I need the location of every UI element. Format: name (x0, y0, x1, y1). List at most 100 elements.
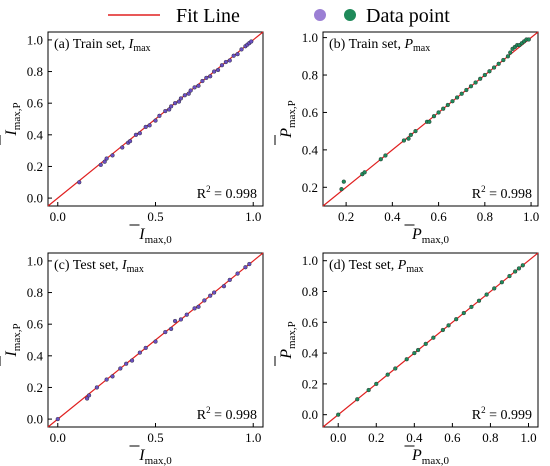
data-point (137, 350, 142, 355)
plot-frame (322, 31, 539, 207)
data-point (200, 78, 205, 84)
data-point (445, 102, 450, 108)
r2-annotation: R2 = 0.998 (197, 405, 257, 423)
data-point (487, 69, 492, 74)
data-point (223, 59, 228, 65)
data-point (374, 381, 379, 386)
data-point (137, 131, 142, 136)
y-tick-label: 0.4 (27, 127, 44, 142)
data-point (157, 113, 162, 118)
data-point (227, 58, 232, 63)
data-point (219, 63, 225, 68)
data-point (212, 290, 217, 295)
panels: 0.0 0.5 1.0 0.0 0.2 0.4 0.6 0.8 1.0 (a) Train set… (0, 30, 539, 466)
data-point (496, 61, 501, 66)
data-point (406, 136, 411, 141)
y-axis-label: Pmax,P (278, 100, 298, 139)
data-point (501, 57, 506, 63)
data-point (412, 350, 417, 356)
data-point (385, 372, 390, 377)
y-tick-label: 0.4 (302, 346, 319, 361)
data-point (408, 132, 413, 138)
panel-1: 0.2 0.4 0.6 0.8 1.0 0.2 0.4 0.6 0.8 1.0 (b) Train … (274, 30, 539, 246)
legend-purple-point (314, 9, 326, 21)
data-point (84, 396, 90, 401)
data-point (469, 304, 474, 309)
data-point (110, 374, 115, 379)
data-point (204, 75, 209, 80)
data-point (383, 153, 388, 158)
data-point (454, 317, 459, 322)
y-tick-label: 0.6 (27, 96, 44, 111)
x-axis-label: Imax,0 (138, 447, 172, 466)
data-point (520, 263, 525, 268)
data-point (227, 277, 232, 282)
data-point (55, 416, 60, 422)
y-tick-label: 0.0 (27, 191, 43, 206)
data-point (169, 326, 174, 332)
x-tick-label: 0.6 (444, 430, 461, 445)
x-tick-label: 0.4 (384, 209, 401, 224)
data-point (178, 96, 184, 101)
y-tick-label: 0.2 (27, 159, 43, 174)
panel-2: 0.0 0.5 1.0 0.0 0.2 0.4 0.6 0.8 1.0 (c) Test set,… (0, 252, 264, 466)
data-point (393, 366, 398, 371)
data-point (182, 93, 187, 98)
legend-data-point-label: Data point (366, 5, 450, 27)
data-point (404, 357, 409, 362)
data-point (464, 87, 469, 93)
data-point (77, 180, 82, 185)
y-tick-label: 0.6 (27, 317, 44, 332)
y-axis-label: Pmax,P (278, 321, 298, 360)
data-point (153, 118, 158, 123)
y-tick-label: 0.8 (27, 64, 43, 79)
r2-annotation: R2 = 0.999 (472, 405, 532, 423)
panel-label: (a) Train set, Imax (54, 37, 151, 54)
data-point (178, 317, 184, 322)
data-point (239, 47, 244, 52)
data-point (491, 65, 497, 70)
data-point (129, 358, 135, 363)
data-point (102, 159, 107, 164)
data-point (192, 306, 197, 311)
x-tick-label: 1.0 (520, 430, 536, 445)
data-point (118, 366, 123, 371)
y-tick-label: 0.6 (302, 105, 319, 120)
data-point (192, 85, 197, 90)
data-point (423, 341, 428, 346)
data-point (163, 108, 168, 114)
data-point (341, 179, 346, 184)
data-point (172, 318, 178, 324)
data-point (440, 327, 445, 333)
data-point (188, 88, 193, 93)
data-point (104, 156, 109, 161)
data-point (143, 345, 148, 351)
data-point (169, 104, 174, 109)
data-point (339, 187, 344, 192)
data-point (492, 286, 497, 291)
y-tick-label: 0.8 (302, 68, 318, 83)
data-point (526, 37, 531, 42)
data-point (450, 99, 455, 104)
legend-green-point (344, 9, 356, 21)
r2-annotation: R2 = 0.998 (197, 184, 257, 202)
data-point (484, 292, 489, 297)
panel-3: 0.0 0.2 0.4 0.6 0.8 1.0 0.0 0.2 0.4 0.6 0.8 1.0 (d) … (274, 252, 539, 466)
data-point (235, 271, 240, 276)
data-point (212, 69, 217, 74)
data-point (172, 101, 178, 106)
data-point (231, 53, 236, 58)
legend-fit-line-label: Fit Line (176, 5, 240, 27)
data-point (186, 91, 191, 96)
data-point (473, 80, 478, 85)
x-tick-label: 0.8 (477, 209, 493, 224)
data-point (120, 145, 125, 150)
data-point (243, 265, 248, 270)
y-tick-label: 0.0 (27, 412, 43, 427)
x-tick-label: 0.4 (406, 430, 423, 445)
y-axis-label: Imax,P (3, 102, 23, 136)
legend: Fit Line Data point (108, 5, 450, 27)
data-point (454, 95, 460, 100)
y-tick-label: 1.0 (27, 32, 43, 47)
data-point (431, 114, 437, 119)
